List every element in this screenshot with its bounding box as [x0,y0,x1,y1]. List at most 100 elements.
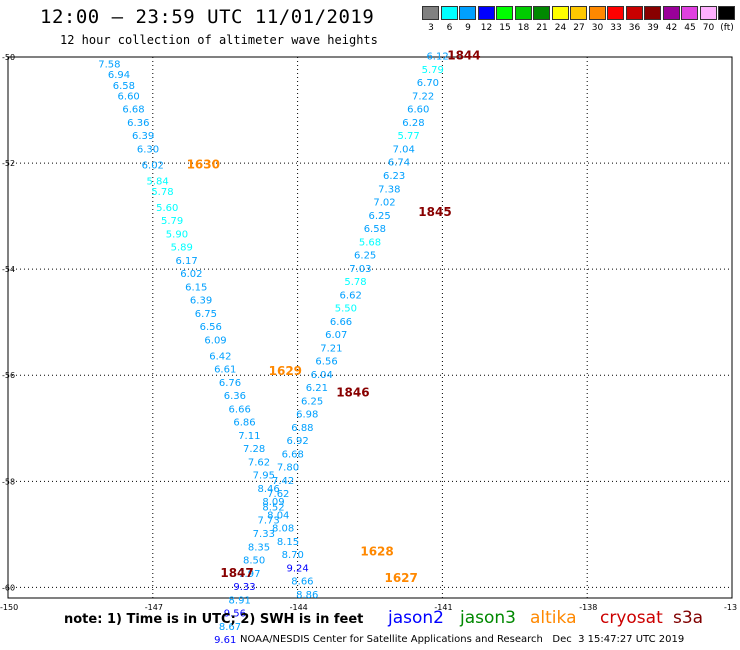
swh-value: 8.70 [282,550,304,561]
swh-value: 6.39 [190,296,212,307]
satellite-jason2: jason2 [388,608,444,628]
lon-tick-label: -150 [0,603,18,612]
swh-value: 6.74 [388,158,410,169]
legend-swatch [681,6,698,20]
legend-swatch [570,6,587,20]
time-label: 1847 [220,566,253,580]
legend-swatch [644,6,661,20]
swh-value: 7.02 [373,198,395,209]
legend-label: 36 [628,23,641,33]
swh-value: 6.60 [407,105,429,116]
swh-value: 8.15 [277,537,299,548]
satellite-altika: altika [530,608,577,628]
swh-value: 6.56 [200,322,222,333]
lat-tick-label: -52 [2,159,15,168]
swh-value: 8.52 [262,502,284,513]
note-text: note: 1) Time is in UTC; 2) SWH is in fe… [64,612,364,627]
swh-value: 7.33 [253,529,275,540]
swh-value: 7.21 [320,343,342,354]
swh-value: 6.60 [118,91,140,102]
swh-value: 6.66 [229,404,251,415]
swh-value: 7.73 [258,516,280,527]
swh-value: 7.62 [267,489,289,500]
legend-swatch [718,6,735,20]
swh-value: 6.07 [325,330,347,341]
legend-label: 42 [665,23,678,33]
swh-value: 9.61 [214,635,236,646]
legend-swatch [662,6,680,20]
swh-value: 5.90 [166,229,188,240]
legend-label: 33 [610,23,622,33]
swh-value: 9.56 [224,609,246,620]
swh-value: 6.25 [369,211,391,222]
swh-value: 8.86 [296,590,318,601]
swh-value: 6.68 [122,105,144,116]
swh-value: 7.03 [349,264,371,275]
swh-value: 6.58 [113,81,135,92]
legend-label: 39 [647,23,659,33]
swh-value: 8.04 [267,510,289,521]
swh-value: 5.89 [171,243,193,254]
swh-value: 9.24 [286,563,308,574]
legend-swatch [459,6,476,20]
swh-value: 6.70 [417,78,439,89]
swh-value: 5.77 [397,131,419,142]
swh-value: 7.97 [238,569,260,580]
swh-value: 6.12 [426,52,448,63]
legend-swatch [588,6,606,20]
swh-value: 6.23 [383,171,405,182]
swh-value: 6.25 [301,396,323,407]
legend-label: 45 [684,23,696,33]
legend-label: 27 [573,23,585,33]
swh-value: 6.04 [311,370,333,381]
legend-label: 21 [536,23,548,33]
lat-tick-label: -60 [2,583,15,592]
page-subtitle: 12 hour collection of altimeter wave hei… [60,33,378,47]
swh-value: 6.68 [282,449,304,460]
legend-label: 30 [591,23,604,33]
swh-value: 6.21 [306,383,328,394]
legend-label: 6 [446,23,453,33]
legend-label: 24 [554,23,567,33]
legend-swatch [699,6,717,20]
legend-label: 18 [517,23,530,33]
time-label: 1844 [447,49,480,63]
time-label: 1846 [336,385,369,399]
swh-value: 6.76 [219,378,241,389]
swh-value: 6.86 [233,418,255,429]
swh-value: 6.62 [340,290,362,301]
legend-swatch [551,6,569,20]
swh-value: 6.36 [127,118,149,129]
swh-value: 6.39 [132,131,154,142]
time-label: 1627 [384,571,417,585]
satellite-cryosat: cryosat [600,608,663,628]
swh-value: 5.60 [156,203,178,214]
swh-value: 6.02 [142,160,164,171]
swh-value: 5.50 [335,304,357,315]
lat-tick-label: -58 [2,477,15,486]
swh-value: 5.79 [161,216,183,227]
swh-value: 7.38 [378,184,400,195]
swh-value: 6.88 [291,423,313,434]
swh-value: 7.80 [277,463,299,474]
swh-value: 8.35 [248,542,270,553]
swh-value: 6.92 [286,436,308,447]
swh-value: 6.66 [330,317,352,328]
swh-value: 6.75 [195,309,217,320]
swh-value: 6.17 [175,256,197,267]
legend-swatch [533,6,550,20]
time-label: 1630 [187,157,220,171]
swh-value: 6.15 [185,282,207,293]
satellite-jason3: jason3 [460,608,516,628]
swh-value: 7.95 [253,471,275,482]
swh-value: 8.66 [291,577,313,588]
legend-swatch [440,6,458,20]
swh-value: 6.30 [137,144,159,155]
time-label: 1629 [269,364,302,378]
page-title: 12:00 – 23:59 UTC 11/01/2019 [40,6,375,28]
swh-value: 6.02 [180,269,202,280]
swh-value: 7.58 [98,60,120,71]
swh-value: 6.42 [209,351,231,362]
swh-value: 8.46 [258,484,280,495]
